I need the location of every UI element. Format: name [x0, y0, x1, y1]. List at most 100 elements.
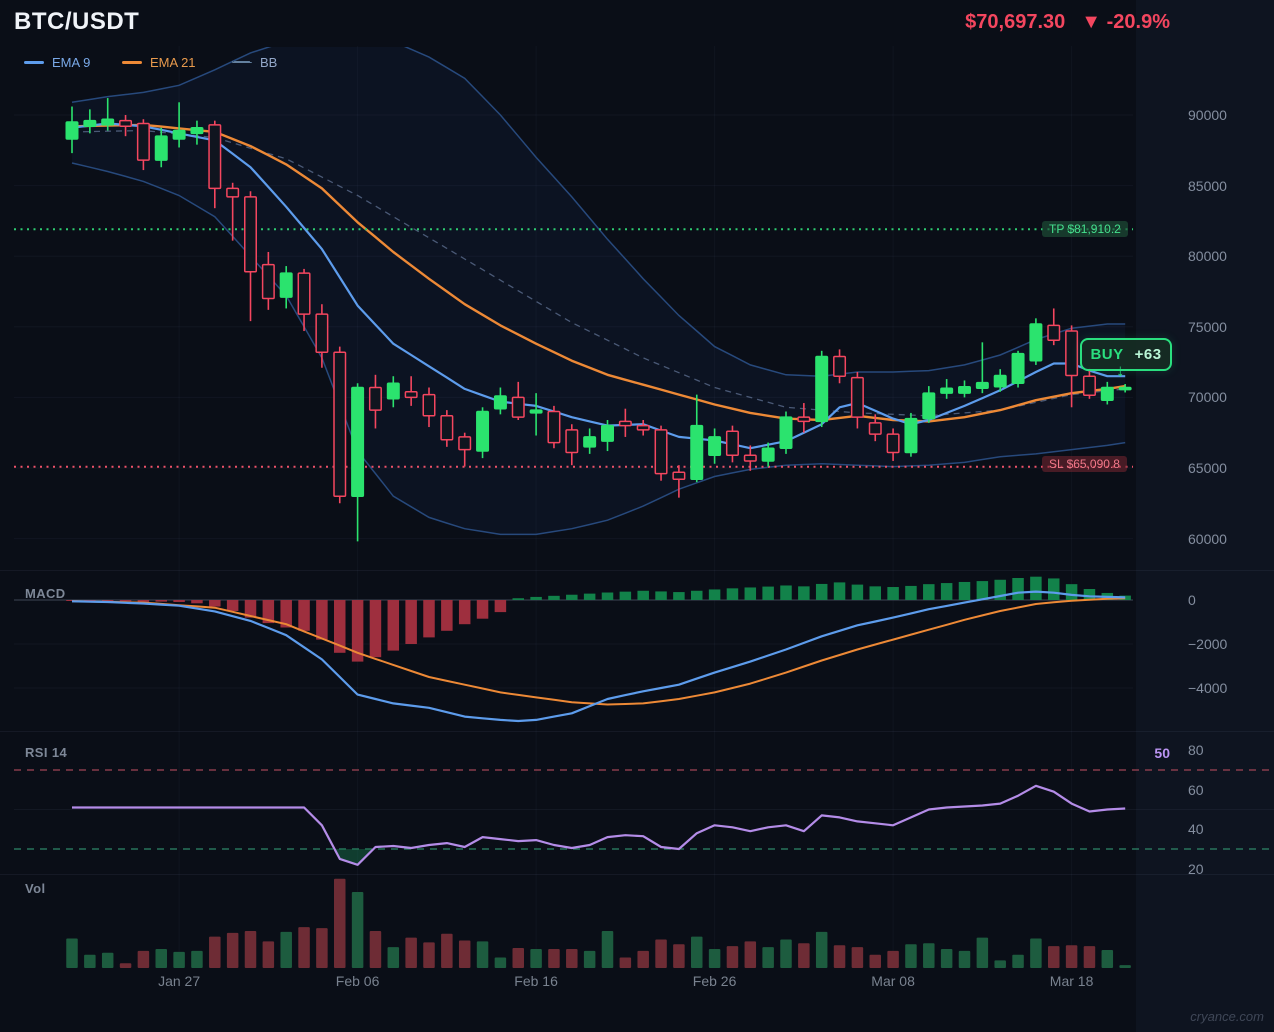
- candle[interactable]: [850, 376, 864, 418]
- buy-signal-badge[interactable]: BUY +63: [1080, 338, 1172, 371]
- macd-histogram-bar[interactable]: [101, 600, 114, 601]
- macd-histogram-bar[interactable]: [940, 583, 953, 600]
- macd-histogram-bar[interactable]: [1083, 589, 1096, 600]
- candle[interactable]: [83, 119, 97, 128]
- candle[interactable]: [511, 396, 525, 418]
- candle[interactable]: [868, 422, 882, 435]
- macd-histogram-bar[interactable]: [351, 600, 364, 662]
- macd-histogram-bar[interactable]: [387, 600, 400, 651]
- macd-histogram-bar[interactable]: [244, 600, 257, 618]
- legend-ema9[interactable]: EMA 9: [24, 54, 90, 70]
- candle[interactable]: [690, 424, 704, 481]
- macd-histogram-bar[interactable]: [1012, 578, 1024, 600]
- volume-bar[interactable]: [958, 950, 971, 968]
- macd-histogram-bar[interactable]: [119, 600, 132, 602]
- macd-histogram-bar[interactable]: [958, 581, 971, 600]
- macd-histogram-bar[interactable]: [441, 600, 453, 631]
- volume-bar[interactable]: [798, 943, 810, 968]
- candle[interactable]: [65, 121, 79, 140]
- macd-histogram-bar[interactable]: [923, 584, 935, 600]
- volume-bar[interactable]: [780, 939, 792, 969]
- candle[interactable]: [261, 263, 275, 300]
- volume-bar[interactable]: [1083, 946, 1096, 968]
- volume-bar[interactable]: [191, 950, 203, 968]
- volume-bar[interactable]: [744, 941, 757, 968]
- volume-bar[interactable]: [173, 951, 185, 968]
- macd-histogram-bar[interactable]: [280, 600, 292, 628]
- macd-histogram-bar[interactable]: [744, 587, 757, 600]
- volume-bar[interactable]: [441, 933, 453, 968]
- volume-bar[interactable]: [923, 943, 935, 968]
- macd-histogram-bar[interactable]: [226, 600, 239, 611]
- candle[interactable]: [797, 416, 811, 423]
- volume-bar[interactable]: [583, 950, 596, 968]
- volume-bar[interactable]: [101, 952, 114, 968]
- volume-bar[interactable]: [244, 930, 257, 968]
- stop-loss-tag[interactable]: SL $65,090.8: [1042, 456, 1127, 472]
- volume-bar[interactable]: [84, 954, 96, 968]
- volume-bar[interactable]: [66, 938, 78, 968]
- candle[interactable]: [404, 391, 418, 399]
- macd-histogram-bar[interactable]: [583, 593, 596, 600]
- candle[interactable]: [779, 416, 793, 449]
- candle[interactable]: [583, 436, 597, 448]
- volume-bar[interactable]: [280, 931, 292, 968]
- volume-bar[interactable]: [976, 937, 989, 968]
- volume-bar[interactable]: [655, 939, 667, 969]
- volume-bar[interactable]: [119, 963, 132, 968]
- macd-histogram-bar[interactable]: [976, 581, 989, 600]
- candle[interactable]: [940, 387, 954, 394]
- volume-bar[interactable]: [619, 957, 632, 968]
- macd-histogram-bar[interactable]: [191, 600, 203, 604]
- volume-bar[interactable]: [1065, 945, 1078, 968]
- candle[interactable]: [315, 313, 329, 353]
- volume-bar[interactable]: [262, 941, 275, 968]
- macd-histogram-bar[interactable]: [815, 583, 828, 600]
- candle[interactable]: [833, 355, 847, 377]
- volume-bar[interactable]: [387, 947, 400, 968]
- macd-histogram-bar[interactable]: [423, 600, 435, 638]
- macd-histogram-bar[interactable]: [691, 590, 703, 600]
- volume-bar[interactable]: [637, 950, 649, 968]
- volume-bar[interactable]: [815, 931, 828, 968]
- candle[interactable]: [422, 393, 436, 417]
- candle[interactable]: [190, 126, 204, 135]
- volume-bar[interactable]: [708, 949, 721, 968]
- candle[interactable]: [458, 436, 472, 451]
- volume-bar[interactable]: [423, 942, 435, 968]
- macd-histogram-bar[interactable]: [84, 600, 96, 601]
- volume-bar[interactable]: [298, 927, 310, 968]
- macd-histogram-bar[interactable]: [548, 595, 560, 600]
- candle[interactable]: [297, 272, 311, 315]
- macd-histogram-bar[interactable]: [494, 600, 507, 613]
- volume-bar[interactable]: [726, 946, 739, 968]
- macd-histogram-bar[interactable]: [66, 600, 78, 601]
- macd-histogram-bar[interactable]: [476, 600, 489, 619]
- rsi-line[interactable]: [72, 784, 1126, 866]
- candle[interactable]: [172, 129, 186, 140]
- candle[interactable]: [333, 351, 347, 497]
- candle[interactable]: [279, 272, 293, 298]
- candle[interactable]: [904, 417, 918, 454]
- volume-bar[interactable]: [548, 949, 560, 968]
- macd-histogram-bar[interactable]: [673, 592, 685, 600]
- candle[interactable]: [493, 395, 507, 410]
- volume-bar[interactable]: [334, 878, 346, 968]
- macd-histogram-bar[interactable]: [530, 596, 542, 600]
- volume-bar[interactable]: [494, 957, 507, 968]
- candle[interactable]: [244, 196, 257, 273]
- volume-bar[interactable]: [226, 932, 239, 968]
- volume-bar[interactable]: [351, 892, 364, 968]
- volume-bar[interactable]: [887, 950, 899, 968]
- volume-bar[interactable]: [601, 930, 614, 968]
- volume-bar[interactable]: [1119, 965, 1131, 968]
- candle[interactable]: [440, 415, 454, 441]
- macd-histogram-bar[interactable]: [566, 594, 578, 600]
- volume-bar[interactable]: [566, 949, 578, 968]
- volume-bar[interactable]: [691, 936, 703, 968]
- candle[interactable]: [154, 135, 168, 161]
- volume-bar[interactable]: [458, 940, 471, 968]
- macd-histogram-bar[interactable]: [869, 586, 882, 600]
- candle[interactable]: [476, 410, 490, 452]
- macd-histogram-bar[interactable]: [905, 585, 917, 600]
